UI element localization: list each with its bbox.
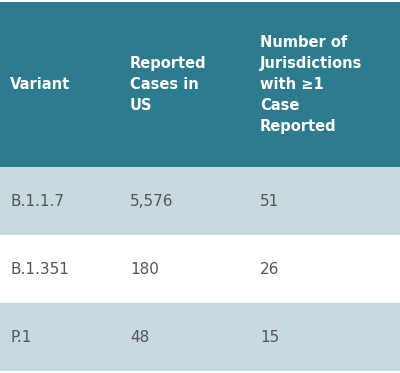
Bar [0, 167, 120, 235]
Text: 180: 180 [130, 261, 159, 276]
Text: B.1.1.7: B.1.1.7 [10, 194, 64, 209]
Text: 51: 51 [260, 194, 279, 209]
Text: 15: 15 [260, 329, 279, 345]
Bar [0, 235, 120, 303]
Bar [250, 167, 400, 235]
Bar [120, 2, 250, 167]
Bar [120, 235, 250, 303]
Bar [250, 2, 400, 167]
Text: Variant: Variant [10, 77, 70, 92]
Text: 26: 26 [260, 261, 279, 276]
Bar [250, 303, 400, 371]
Bar [0, 303, 120, 371]
Text: Number of
Jurisdictions
with ≥1
Case
Reported: Number of Jurisdictions with ≥1 Case Rep… [260, 35, 362, 134]
Bar [250, 235, 400, 303]
Text: 48: 48 [130, 329, 149, 345]
Text: Reported
Cases in
US: Reported Cases in US [130, 56, 207, 113]
Text: B.1.351: B.1.351 [10, 261, 69, 276]
Text: P.1: P.1 [10, 329, 31, 345]
Bar [0, 2, 120, 167]
Bar [120, 303, 250, 371]
Text: 5,576: 5,576 [130, 194, 174, 209]
Bar [120, 167, 250, 235]
